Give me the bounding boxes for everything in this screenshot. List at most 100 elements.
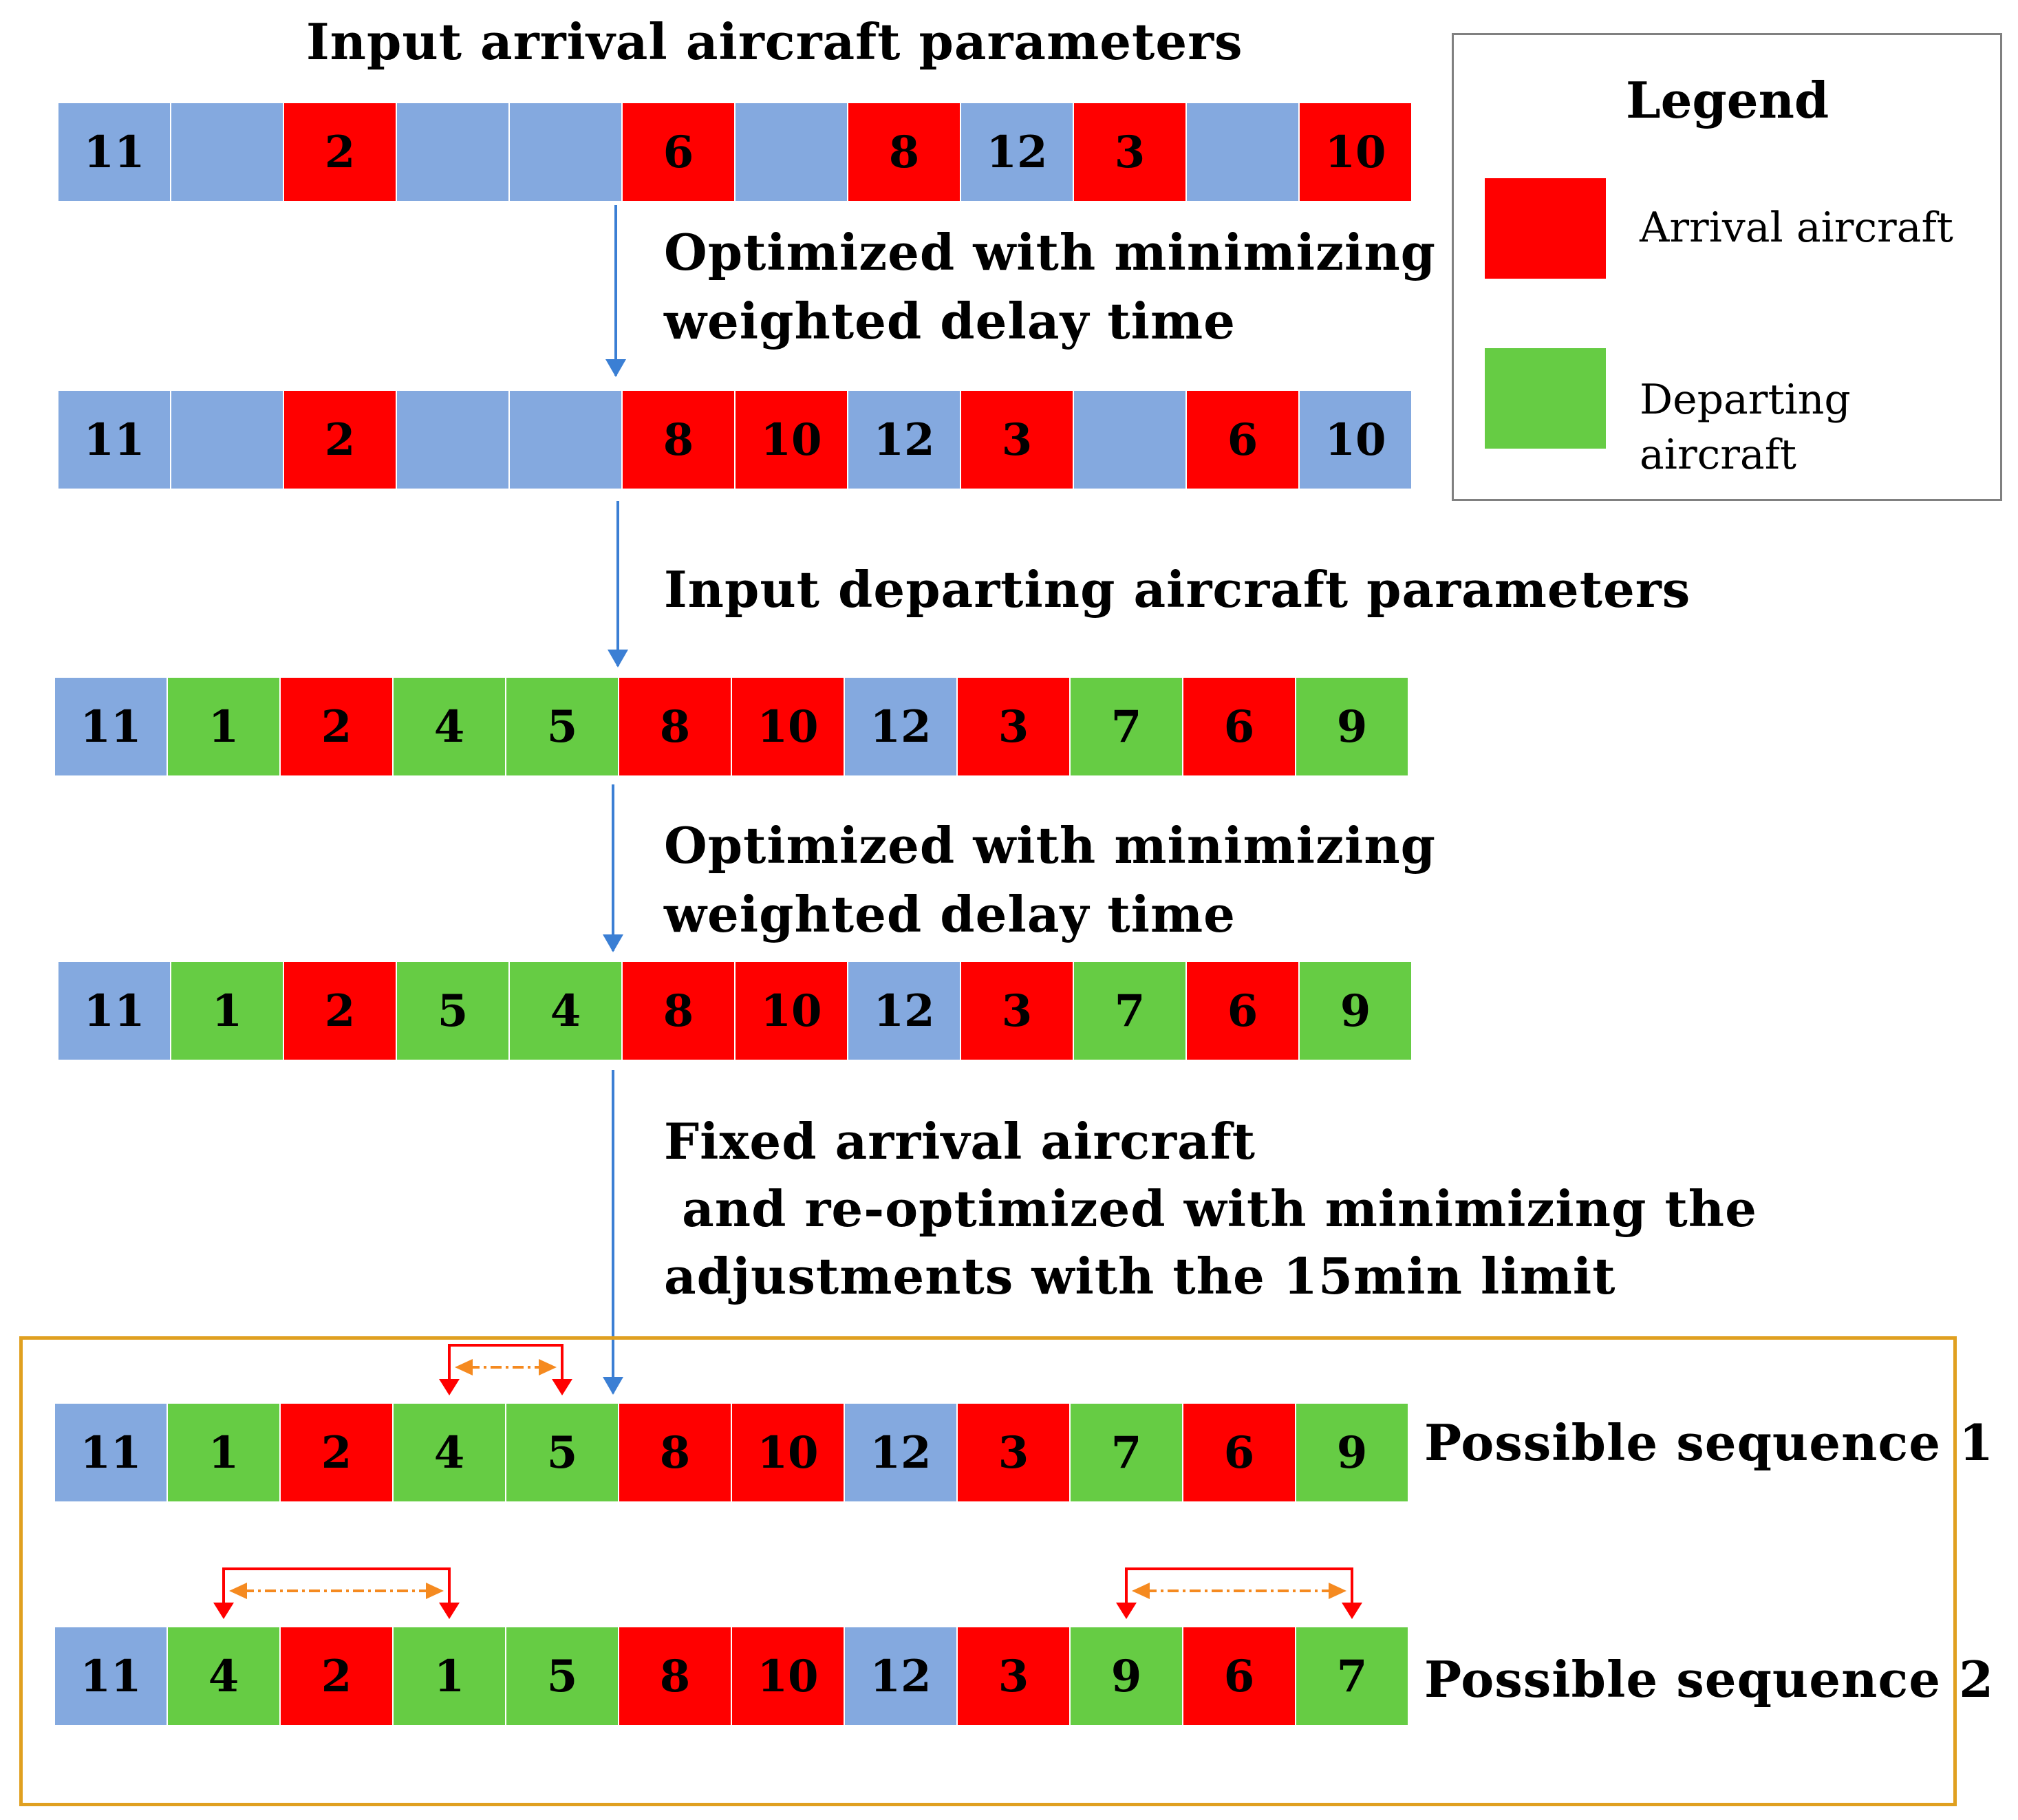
possible-sequence-2-label: Possible sequence 2: [1424, 1650, 1995, 1709]
slot-cell: 12: [848, 391, 960, 489]
possible-sequence-2-row: 11 4 2 1 5 8 10 12 3 9 6 7: [55, 1627, 1408, 1725]
arrival-cell: 10: [736, 962, 847, 1060]
departing-cell: 1: [394, 1627, 505, 1725]
swap-dash-arrowhead: [539, 1359, 557, 1375]
flow-arrow-3: [603, 784, 623, 952]
arrival-cell: 2: [281, 1404, 392, 1501]
arrival-cell: 2: [281, 678, 392, 775]
step-title-optimize-2-line1: Optimized with minimizing: [664, 816, 1437, 875]
swap-bracket: [222, 1567, 451, 1604]
step-title-optimize-1-line2: weighted delay time: [664, 292, 1236, 350]
slot-cell: 11: [55, 1404, 167, 1501]
sequence-row-mixed-optimized: 11 1 2 5 4 8 10 12 3 7 6 9: [58, 962, 1411, 1060]
arrival-cell: 2: [281, 1627, 392, 1725]
arrival-cell: 10: [732, 1404, 844, 1501]
swap-dash-arrowhead: [426, 1583, 444, 1599]
arrival-cell: 3: [961, 962, 1073, 1060]
departing-cell: 5: [506, 1404, 618, 1501]
arrival-cell: 3: [958, 1627, 1069, 1725]
slot-cell: 11: [55, 1627, 167, 1725]
possible-sequence-1-label: Possible sequence 1: [1424, 1413, 1995, 1472]
departing-cell: 5: [506, 1627, 618, 1725]
sequence-row-arrival-optimized: 11 2 8 10 12 3 6 10: [58, 391, 1411, 489]
arrival-cell: 3: [961, 391, 1073, 489]
flow-arrow-1: [605, 205, 626, 377]
swap-dash-arrowhead: [1132, 1583, 1150, 1599]
legend-title: Legend: [1626, 71, 1829, 129]
arrival-cell: 10: [1300, 103, 1411, 201]
step-title-optimize-1-line1: Optimized with minimizing: [664, 223, 1437, 281]
arrival-cell: 3: [1074, 103, 1185, 201]
swap-dash-arrowhead: [1329, 1583, 1346, 1599]
departing-cell: 7: [1071, 678, 1182, 775]
slot-cell: [1074, 391, 1185, 489]
departing-cell: 9: [1071, 1627, 1182, 1725]
departing-cell: 4: [168, 1627, 279, 1725]
slot-cell: [171, 103, 283, 201]
arrival-cell: 6: [1187, 962, 1298, 1060]
legend-label-departing: Departing aircraft: [1640, 376, 1851, 479]
arrival-cell: 8: [619, 1627, 731, 1725]
slot-cell: 12: [961, 103, 1073, 201]
departing-cell: 1: [168, 678, 279, 775]
swap-dash-arrowhead: [455, 1359, 473, 1375]
slot-cell: 12: [845, 1627, 956, 1725]
legend: Legend Arrival aircraft Departing aircra…: [1452, 33, 2002, 501]
departing-cell: 1: [171, 962, 283, 1060]
sequence-row-departing-input: 11 1 2 4 5 8 10 12 3 7 6 9: [55, 678, 1408, 775]
arrival-cell: 2: [284, 962, 396, 1060]
arrival-cell: 3: [958, 678, 1069, 775]
legend-swatch-departing: [1485, 348, 1606, 449]
step-title-fixed-line2: and re-optimized with minimizing the: [664, 1179, 1757, 1238]
slot-cell: [397, 391, 508, 489]
sequence-row-arrival-input: 11 2 6 8 12 3 10: [58, 103, 1411, 201]
swap-arrowhead: [213, 1603, 234, 1619]
step-title-input-departing: Input departing aircraft parameters: [664, 560, 1691, 619]
arrival-cell: 6: [1183, 1627, 1295, 1725]
arrival-cell: 8: [619, 678, 731, 775]
step-title-optimize-2-line2: weighted delay time: [664, 885, 1236, 943]
arrival-cell: 6: [1183, 678, 1295, 775]
arrival-cell: 8: [623, 391, 734, 489]
slot-cell: [171, 391, 283, 489]
departing-cell: 7: [1296, 1627, 1408, 1725]
possible-sequence-1-row: 11 1 2 4 5 8 10 12 3 7 6 9: [55, 1404, 1408, 1501]
arrival-cell: 8: [623, 962, 734, 1060]
arrival-cell: 10: [736, 391, 847, 489]
arrival-cell: 6: [1183, 1404, 1295, 1501]
departing-cell: 4: [394, 1404, 505, 1501]
arrival-cell: 3: [958, 1404, 1069, 1501]
slot-cell: [510, 391, 621, 489]
flow-arrow-2: [608, 501, 628, 667]
slot-cell: 11: [55, 678, 167, 775]
arrival-cell: 2: [284, 391, 396, 489]
slot-cell: [397, 103, 508, 201]
slot-cell: 10: [1300, 391, 1411, 489]
slot-cell: 12: [845, 678, 956, 775]
departing-cell: 7: [1071, 1404, 1182, 1501]
slot-cell: [510, 103, 621, 201]
departing-cell: 4: [510, 962, 621, 1060]
slot-cell: 11: [58, 962, 170, 1060]
step-title-fixed-line1: Fixed arrival aircraft: [664, 1112, 1256, 1170]
slot-cell: 11: [58, 391, 170, 489]
arrival-cell: 10: [732, 1627, 844, 1725]
swap-arrowhead: [439, 1379, 460, 1395]
departing-cell: 9: [1300, 962, 1411, 1060]
step-title-input-arrival: Input arrival aircraft parameters: [306, 12, 1243, 71]
flow-arrow-4: [603, 1070, 623, 1395]
swap-arrowhead: [1342, 1603, 1362, 1619]
arrival-cell: 6: [1187, 391, 1298, 489]
swap-bracket: [448, 1344, 563, 1380]
departing-cell: 7: [1074, 962, 1185, 1060]
arrival-cell: 8: [848, 103, 960, 201]
swap-arrowhead: [552, 1379, 572, 1395]
slot-cell: 12: [848, 962, 960, 1060]
legend-label-arrival: Arrival aircraft: [1640, 204, 1953, 252]
possible-sequences-frame: [19, 1336, 1957, 1806]
slot-cell: [1187, 103, 1298, 201]
slot-cell: 12: [845, 1404, 956, 1501]
departing-cell: 5: [506, 678, 618, 775]
swap-bracket: [1125, 1567, 1353, 1604]
